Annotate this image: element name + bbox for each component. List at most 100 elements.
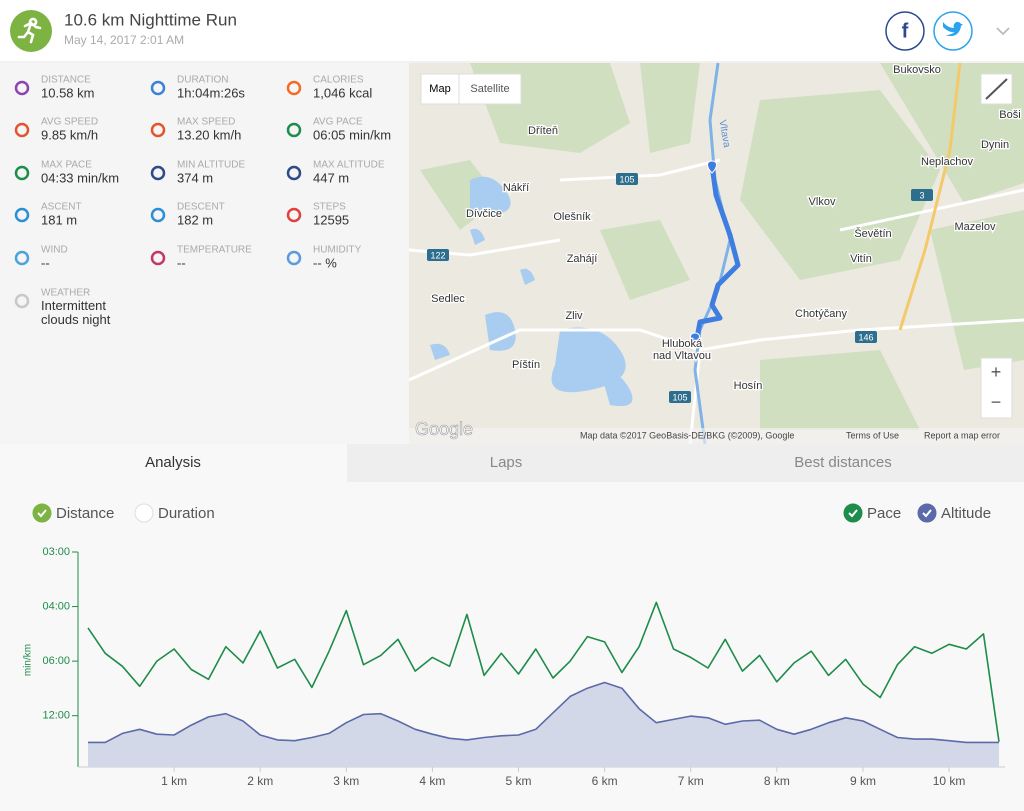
y-axis-label: min/km (23, 644, 34, 676)
x-tick-label: 10 km (933, 774, 966, 788)
stat-label: AVG PACE (313, 117, 363, 128)
tab[interactable]: Best distances (794, 454, 892, 471)
chart: min/km 03:00 04:00 06:00 12:00 1 km 2 km 3 km 4 … (23, 546, 1005, 788)
stat-label: DURATION (177, 75, 228, 86)
stat-value: 9.85 km/h (41, 127, 98, 142)
stat-value: 12595 (313, 212, 349, 227)
town-label: nad Vltavou (653, 350, 711, 362)
terms-link[interactable]: Terms of Use (846, 430, 899, 440)
expand-button[interactable] (996, 27, 1010, 36)
stat-icon (286, 207, 302, 223)
stat-label: STEPS (313, 202, 346, 213)
stat-value: 10.58 km (41, 85, 94, 100)
stat-label: WEATHER (41, 288, 90, 299)
stat-icon (286, 250, 302, 266)
map[interactable]: Bukovsko Boši Dynin Dříteň Neplachov Vlkov Nák… (408, 62, 1024, 445)
place-label: Píštín (512, 359, 540, 371)
place-label: Sedlec (431, 293, 465, 305)
altitude-area (88, 682, 999, 767)
y-tick-label: 04:00 (42, 600, 70, 612)
toggle-box[interactable] (134, 503, 154, 523)
stat-label: AVG SPEED (41, 117, 98, 128)
stat-icon (150, 165, 166, 181)
toggle-label[interactable]: Distance (56, 505, 114, 522)
y-tick-label: 03:00 (42, 546, 70, 558)
zoom-in[interactable]: + (991, 362, 1002, 382)
stat-value: 447 m (313, 170, 349, 185)
tab[interactable]: Analysis (145, 454, 201, 471)
place-label: Dříteň (528, 125, 558, 137)
satellite-button[interactable]: Satellite (470, 83, 509, 95)
stat-value: 181 m (41, 212, 77, 227)
place-label: Dívčice (466, 208, 502, 220)
stat-icon (14, 80, 30, 96)
stat-value: Intermittent clouds night (41, 298, 111, 327)
x-tick-label: 9 km (850, 774, 876, 788)
series-line (87, 601, 1000, 742)
stat-icon (14, 207, 30, 223)
stat-value: 13.20 km/h (177, 127, 241, 142)
route (694, 164, 741, 339)
place-label: Bukovsko (893, 64, 941, 76)
road-shield (427, 249, 449, 261)
toggle-box[interactable] (843, 503, 863, 523)
place-label: Vitín (850, 253, 872, 265)
x-tick-label: 4 km (419, 774, 445, 788)
place-label: Nákří (503, 182, 529, 194)
stat-icon (150, 207, 166, 223)
place-label: Chotýčany (795, 308, 847, 320)
road-number: 122 (430, 250, 445, 260)
zoom-out[interactable]: − (991, 392, 1002, 412)
river (693, 62, 732, 445)
stat-icon (150, 80, 166, 96)
stat-label: TEMPERATURE (177, 245, 252, 256)
stat-icon (14, 165, 30, 181)
map-attribution: Map data ©2017 GeoBasis-DE/BKG (©2009), … (580, 430, 794, 440)
toggle-box[interactable] (32, 503, 52, 523)
toggle-label[interactable]: Duration (158, 505, 215, 522)
road-number: 105 (672, 392, 687, 402)
toggle-label[interactable]: Pace (867, 505, 901, 522)
stat-icon (150, 122, 166, 138)
stat-label: MAX SPEED (177, 117, 235, 128)
stats-panel (0, 63, 409, 444)
road-number: 105 (619, 174, 634, 184)
lake (430, 176, 633, 406)
road-shield (616, 173, 638, 185)
road-number: 3 (919, 190, 924, 200)
stat-value: -- (41, 255, 50, 270)
stat-label: DESCENT (177, 202, 225, 213)
toggle-box[interactable] (917, 503, 937, 523)
tab[interactable]: Laps (490, 454, 523, 471)
town-label: Hluboká (662, 338, 703, 350)
title: 10.6 km Nighttime Run (64, 10, 237, 29)
header-bg (0, 0, 1024, 62)
fullscreen-glyph (985, 78, 1008, 100)
date: May 14, 2017 2:01 AM (64, 33, 184, 47)
stat-label: MIN ALTITUDE (177, 160, 245, 171)
stat-icon (14, 122, 30, 138)
facebook-button[interactable] (885, 11, 925, 51)
road-shield (669, 391, 691, 403)
stat-value: 1h:04m:26s (177, 85, 245, 100)
toggle-check (848, 509, 858, 518)
place-label: Boši (999, 109, 1020, 121)
stat-value: 182 m (177, 212, 213, 227)
toggle-label[interactable]: Altitude (941, 505, 991, 522)
y-tick-label: 06:00 (42, 655, 70, 667)
stat-label: HUMIDITY (313, 245, 362, 256)
stat-icon (286, 80, 302, 96)
series-line (88, 681, 999, 744)
stat-label: MAX ALTITUDE (313, 160, 385, 171)
twitter-glyph (943, 21, 963, 37)
stat-label: CALORIES (313, 75, 364, 86)
map-button[interactable]: Map (429, 83, 450, 95)
x-tick-label: 8 km (764, 774, 790, 788)
runner-glyph (17, 17, 42, 44)
stat-icon (150, 250, 166, 266)
stat-label: MAX PACE (41, 160, 92, 171)
road-shield (911, 189, 933, 201)
report-link[interactable]: Report a map error (924, 430, 1000, 440)
activity-icon (10, 10, 52, 52)
